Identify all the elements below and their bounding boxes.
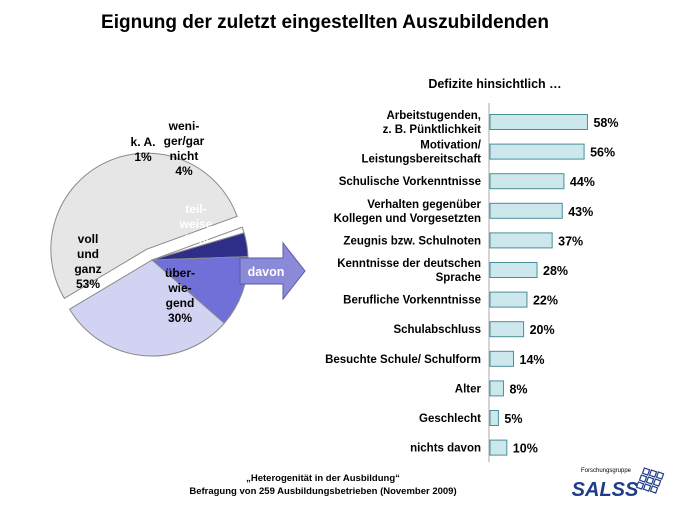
pie-slice-label: teil-weise 12% [179,202,213,246]
bar-category-label: nichts davon [410,443,481,455]
brand-tagline: Forschungsgruppe [581,468,632,474]
cube-logo-icon [635,467,665,494]
bar-category-label: Geschlecht [419,413,481,425]
footer-survey-note: Befragung von 259 Ausbildungsbetrieben (… [189,486,456,497]
cube-cell [642,483,652,492]
bar-value-label: 28% [543,264,568,278]
bar [489,202,563,219]
bar-value-label: 8% [509,382,527,396]
cube-cell [652,478,662,487]
bar-category-label: Zeugnis bzw. Schulnoten [343,235,481,247]
pie-slice [68,259,225,357]
bar [489,410,499,426]
pie-slice [50,152,238,300]
pie-slice-label: k. A. 1% [131,135,156,164]
bar-value-label: 43% [568,205,593,219]
pie-slice-label: weni-ger/gar nicht 4% [164,119,205,178]
bar [489,350,515,367]
bar-category-label: Kenntnisse der deutschen Sprache [337,258,481,284]
bar-value-label: 20% [530,323,555,337]
bar-category-label: Alter [455,383,482,395]
bar-value-label: 5% [504,412,522,426]
chart-title: Eignung der zuletzt eingestellten Auszub… [101,12,549,33]
cube-cell [645,476,655,485]
cube-cell [641,467,651,476]
brand-logo: Forschungsgruppe SALSS [572,467,665,501]
bar [489,291,528,308]
cube-cell [635,481,645,490]
bar-value-label: 56% [590,146,615,160]
footer-source-title: „Heterogenität in der Ausbildung“ [246,473,400,484]
arrow-label: davon [248,265,285,279]
bar-value-label: 22% [533,294,558,308]
bar-category-label: Besuchte Schule/ Schulform [325,354,481,366]
pie-slice-label: voll und ganz 53% [74,232,101,291]
bar-value-label: 10% [513,442,538,456]
bar-value-label: 14% [520,353,545,367]
bar-chart-title: Defizite hinsichtlich … [428,77,561,91]
bar [489,321,525,338]
bar [489,143,585,160]
bar [489,380,504,397]
pie-slice-label: über-wie-gend 30% [165,266,195,325]
cube-cell [648,469,658,478]
bar-category-label: Schulabschluss [393,324,481,336]
bar [489,262,538,278]
bar-value-label: 37% [558,234,583,248]
davon-arrow: davon [239,241,306,301]
cube-cell [655,471,665,480]
bar-chart: 58% Arbeitstugenden, z. B. Pünktlichkeit 56… [325,110,618,456]
arrow-shape [239,241,306,301]
bar-value-label: 58% [593,116,618,130]
brand-name: SALSS [572,479,639,501]
bar [489,232,553,249]
pie-chart [50,152,249,357]
bar [489,114,588,130]
bar-category-label: Arbeitstugenden, z. B. Pünktlichkeit [383,110,482,136]
bar [489,439,508,456]
bar-category-label: Motivation/Leistungsbereitschaft [362,140,482,166]
bar-category-label: Verhalten gegenüber Kollegen und Vorgeset… [334,199,482,225]
cube-cell [649,485,659,494]
bar-value-label: 44% [570,175,595,189]
bar-category-label: Schulische Vorkenntnisse [339,176,481,188]
pie-labels: k. A. 1% weni-ger/gar nicht 4% teil-weise 12% ü… [74,119,212,325]
bar [489,173,565,190]
cube-cell [638,474,648,483]
bar-category-label: Berufliche Vorkenntnisse [343,295,481,307]
